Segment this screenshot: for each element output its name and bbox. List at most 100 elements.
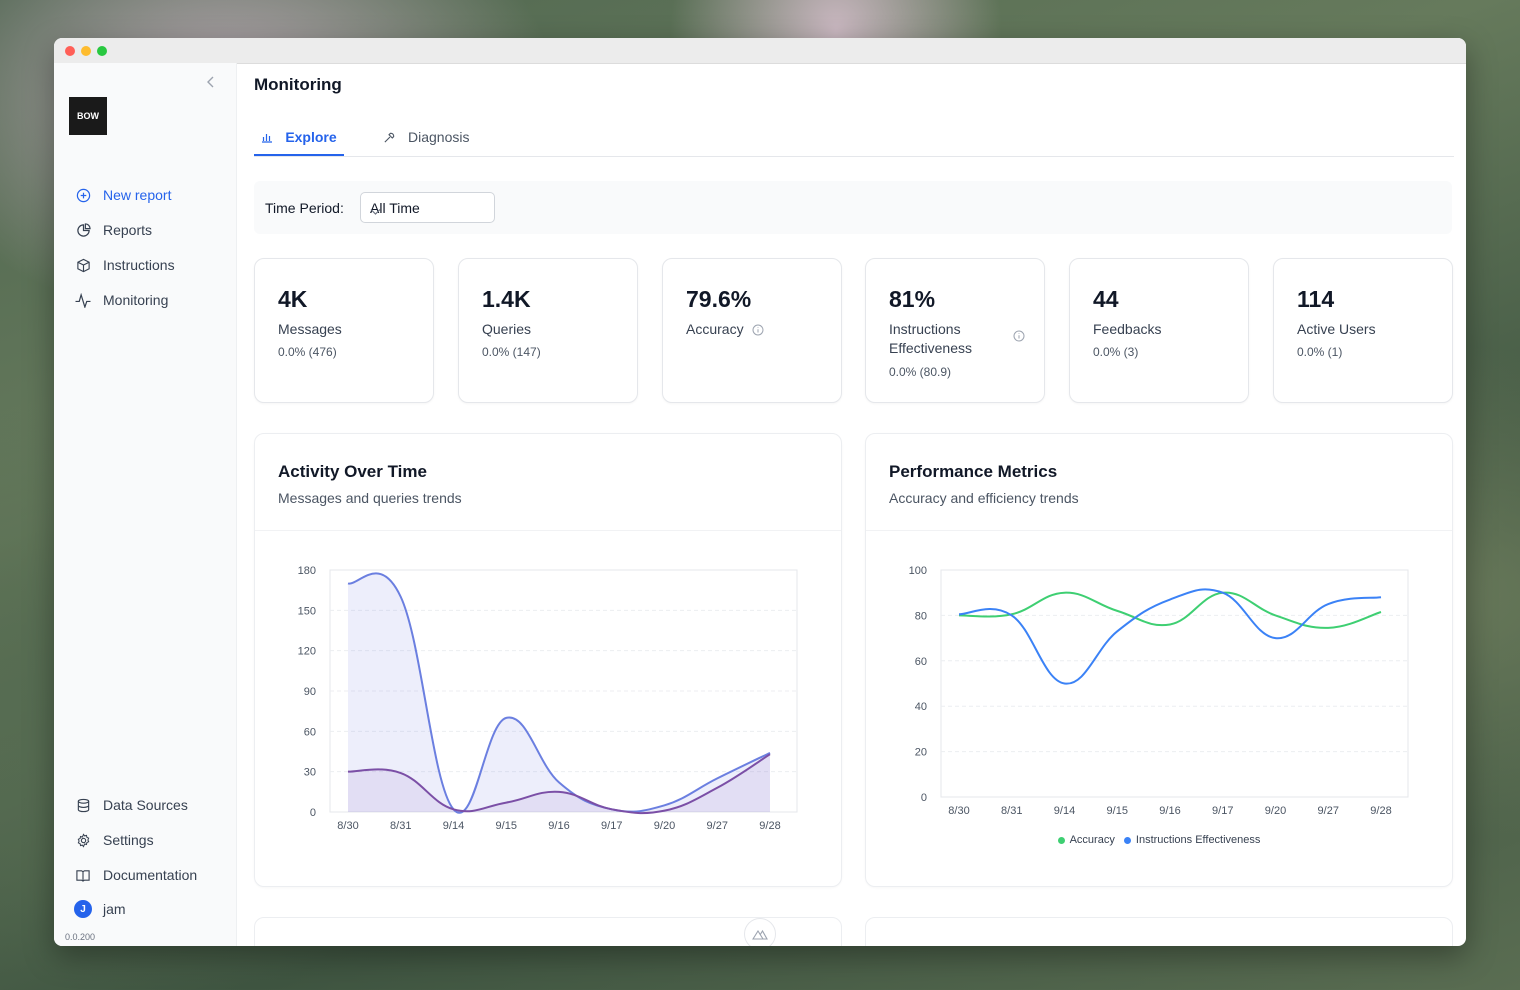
- activity-icon: [74, 291, 92, 309]
- plot-area: [940, 569, 1409, 798]
- stat-value: 44: [1093, 286, 1119, 312]
- close-window-button[interactable]: [65, 46, 75, 56]
- x-tick-label: 8/30: [337, 820, 358, 831]
- database-icon: [74, 796, 92, 814]
- collapse-sidebar-icon[interactable]: [206, 75, 216, 91]
- maximize-window-button[interactable]: [97, 46, 107, 56]
- stat-delta: 0.0% (3): [1093, 345, 1139, 359]
- stat-label: Instructions Effectiveness: [889, 321, 973, 356]
- stat-label: Queries: [482, 321, 532, 337]
- tab-label: Diagnosis: [408, 129, 470, 145]
- x-tick-label: 9/17: [601, 820, 622, 831]
- sidebar-item-label: Monitoring: [103, 292, 169, 308]
- page-title: Monitoring: [254, 75, 342, 94]
- time-period-select[interactable]: All Time: [360, 192, 495, 223]
- tab-bar: Explore Diagnosis: [254, 119, 1454, 157]
- user-menu[interactable]: J jam: [74, 897, 126, 921]
- y-tick-label: 30: [304, 767, 316, 779]
- app-window: BOW New report Reports Instructions Moni…: [54, 38, 1466, 946]
- sidebar-item-label: Settings: [103, 832, 154, 848]
- legend-swatch: [1057, 836, 1065, 844]
- stat-card-messages: 4K Messages 0.0% (476): [254, 258, 434, 403]
- legend-label: Instructions Effectiveness: [1135, 834, 1261, 846]
- x-tick-label: 9/20: [654, 820, 675, 831]
- sidebar-item-label: Reports: [103, 222, 153, 238]
- tab-diagnosis[interactable]: Diagnosis: [383, 119, 469, 155]
- sidebar-item-reports[interactable]: Reports: [74, 218, 152, 242]
- bottom-card-left: [254, 917, 842, 946]
- stat-value: 4K: [278, 286, 308, 312]
- series-line[interactable]: [347, 753, 771, 815]
- logo[interactable]: BOW: [69, 97, 107, 135]
- logo-text: BOW: [77, 111, 99, 121]
- pie-chart-icon: [74, 221, 92, 239]
- x-tick-label: 9/17: [1212, 805, 1233, 817]
- chart-legend: Accuracy Instructions Effectiveness: [866, 834, 1452, 847]
- x-tick-label: 9/20: [1265, 805, 1286, 817]
- stat-value: 81%: [889, 286, 936, 312]
- title-bar: [54, 38, 1466, 64]
- x-tick-label: 9/14: [443, 820, 464, 831]
- bottom-card-right: [865, 917, 1453, 946]
- gear-icon: [74, 831, 92, 849]
- stat-value: 1.4K: [482, 286, 531, 312]
- devtools-icon[interactable]: [744, 918, 776, 946]
- series-area: [348, 754, 770, 814]
- sidebar-item-label: Data Sources: [103, 797, 188, 813]
- main-content: Monitoring Explore Diagnosis Time Period…: [237, 63, 1466, 946]
- stat-label: Feedbacks: [1093, 321, 1162, 337]
- sidebar-item-label: New report: [103, 187, 172, 203]
- x-tick-label: 9/15: [1107, 805, 1128, 817]
- legend-item-accuracy[interactable]: Accuracy: [1057, 834, 1115, 846]
- series-line[interactable]: [958, 591, 1382, 629]
- activity-chart[interactable]: 0 30 60 90 120 150 180 8/30 8/31 9/14 9/15 9/16 9/17…: [255, 531, 841, 831]
- stat-label: Active Users: [1297, 321, 1376, 337]
- stat-value: 114: [1297, 286, 1335, 312]
- y-tick-label: 60: [304, 726, 316, 738]
- x-tick-label: 9/16: [548, 820, 569, 831]
- chevron-down-icon: [370, 203, 482, 219]
- sidebar-item-instructions[interactable]: Instructions: [74, 253, 175, 277]
- sidebar-item-new-report[interactable]: New report: [74, 183, 171, 207]
- info-icon[interactable]: [1013, 330, 1025, 342]
- sidebar-item-monitoring[interactable]: Monitoring: [74, 288, 168, 312]
- stat-card-active-users: 114 Active Users 0.0% (1): [1273, 258, 1453, 403]
- y-tick-label: 100: [909, 565, 927, 577]
- x-tick-label: 9/28: [759, 820, 780, 831]
- stat-card-feedbacks: 44 Feedbacks 0.0% (3): [1069, 258, 1249, 403]
- stat-delta: 0.0% (476): [278, 345, 337, 359]
- sidebar-item-label: Instructions: [103, 257, 175, 273]
- card-title: Performance Metrics: [889, 462, 1058, 481]
- series-line[interactable]: [347, 572, 771, 814]
- sidebar-item-data-sources[interactable]: Data Sources: [74, 793, 188, 817]
- sidebar: BOW New report Reports Instructions Moni…: [54, 63, 237, 946]
- x-tick-label: 9/27: [1318, 805, 1339, 817]
- performance-card: Performance Metrics Accuracy and efficie…: [865, 433, 1453, 887]
- performance-chart[interactable]: 0 20 40 60 80 100 8/30 8/31 9/14 9/15 9/16 9/17 9/20…: [866, 531, 1452, 831]
- series-area: [348, 573, 770, 813]
- stat-delta: 0.0% (80.9): [889, 365, 952, 379]
- card-subtitle: Messages and queries trends: [278, 490, 462, 506]
- version-label: 0.0.200: [65, 932, 96, 942]
- sidebar-item-documentation[interactable]: Documentation: [74, 863, 197, 887]
- tab-explore[interactable]: Explore: [254, 119, 344, 156]
- stat-label-row: Accuracy: [686, 320, 764, 339]
- y-tick-label: 40: [915, 701, 927, 713]
- x-tick-label: 9/15: [496, 820, 517, 831]
- time-period-label: Time Period:: [265, 200, 344, 216]
- x-tick-label: 8/30: [948, 805, 969, 817]
- info-icon[interactable]: [752, 324, 764, 336]
- y-tick-label: 60: [915, 656, 927, 668]
- stat-value: 79.6%: [686, 286, 752, 312]
- minimize-window-button[interactable]: [81, 46, 91, 56]
- filter-bar: Time Period: All Time: [254, 181, 1452, 234]
- x-tick-label: 9/16: [1159, 805, 1180, 817]
- stat-label: Accuracy: [686, 321, 744, 337]
- series-line[interactable]: [958, 588, 1382, 685]
- legend-label: Accuracy: [1069, 834, 1115, 846]
- sidebar-item-settings[interactable]: Settings: [74, 828, 154, 852]
- user-name: jam: [103, 901, 126, 917]
- bar-chart-icon: [261, 131, 273, 143]
- plus-circle-icon: [74, 186, 92, 204]
- legend-item-instructions-effectiveness[interactable]: Instructions Effectiveness: [1123, 834, 1261, 846]
